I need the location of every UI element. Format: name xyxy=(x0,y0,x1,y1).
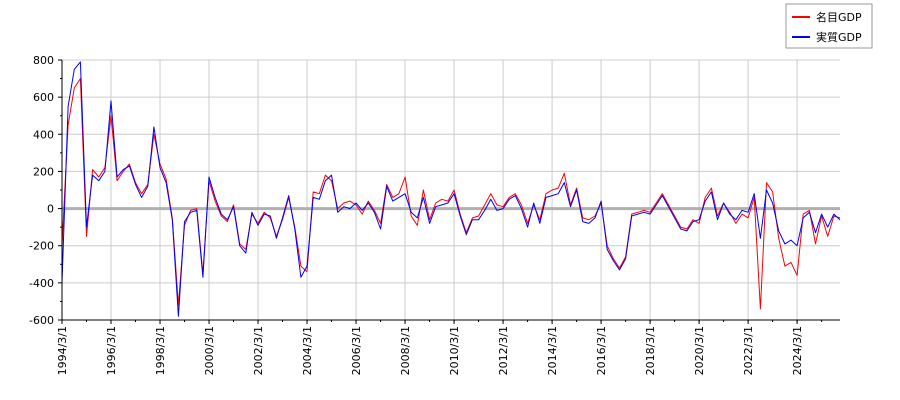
x-tick-label: 2018/3/1 xyxy=(644,326,657,375)
grid-layer xyxy=(61,59,840,321)
x-tick-label: 2010/3/1 xyxy=(448,326,461,375)
x-tick-label: 1996/3/1 xyxy=(105,326,118,375)
legend: 名目GDP 実質GDP xyxy=(785,3,873,49)
series-layer xyxy=(61,61,841,317)
x-tick-label: 2008/3/1 xyxy=(399,326,412,375)
x-tick-label: 1994/3/1 xyxy=(56,326,69,375)
y-tick-label: -400 xyxy=(29,277,54,290)
x-tick-label: 2022/3/1 xyxy=(742,326,755,375)
x-tick-label: 2016/3/1 xyxy=(595,326,608,375)
x-tick-label: 2012/3/1 xyxy=(497,326,510,375)
x-tick-label: 2006/3/1 xyxy=(350,326,363,375)
legend-label: 名目GDP xyxy=(816,10,862,24)
x-tick-label: 1998/3/1 xyxy=(154,326,167,375)
legend-label: 実質GDP xyxy=(816,30,862,44)
x-tick-label: 2020/3/1 xyxy=(693,326,706,375)
x-tick-label: 2000/3/1 xyxy=(203,326,216,375)
y-tick-label: -200 xyxy=(29,240,54,253)
x-tick-label: 2014/3/1 xyxy=(546,326,559,375)
y-tick-label: 0 xyxy=(47,203,54,216)
y-tick-label: -600 xyxy=(29,314,54,327)
y-tick-label: 600 xyxy=(33,91,54,104)
legend-box xyxy=(785,3,873,49)
x-tick-label: 2024/3/1 xyxy=(791,326,804,375)
axis-layer: -600 -400 -200 0 200 400 600 800 1994/3/1 1996/3/… xyxy=(29,54,840,375)
series-line-2 xyxy=(61,61,841,317)
series-line-1 xyxy=(61,78,841,310)
y-tick-label: 200 xyxy=(33,165,54,178)
x-tick-label: 2004/3/1 xyxy=(301,326,314,375)
y-tick-label: 800 xyxy=(33,54,54,67)
y-tick-label: 400 xyxy=(33,128,54,141)
x-tick-label: 2002/3/1 xyxy=(252,326,265,375)
